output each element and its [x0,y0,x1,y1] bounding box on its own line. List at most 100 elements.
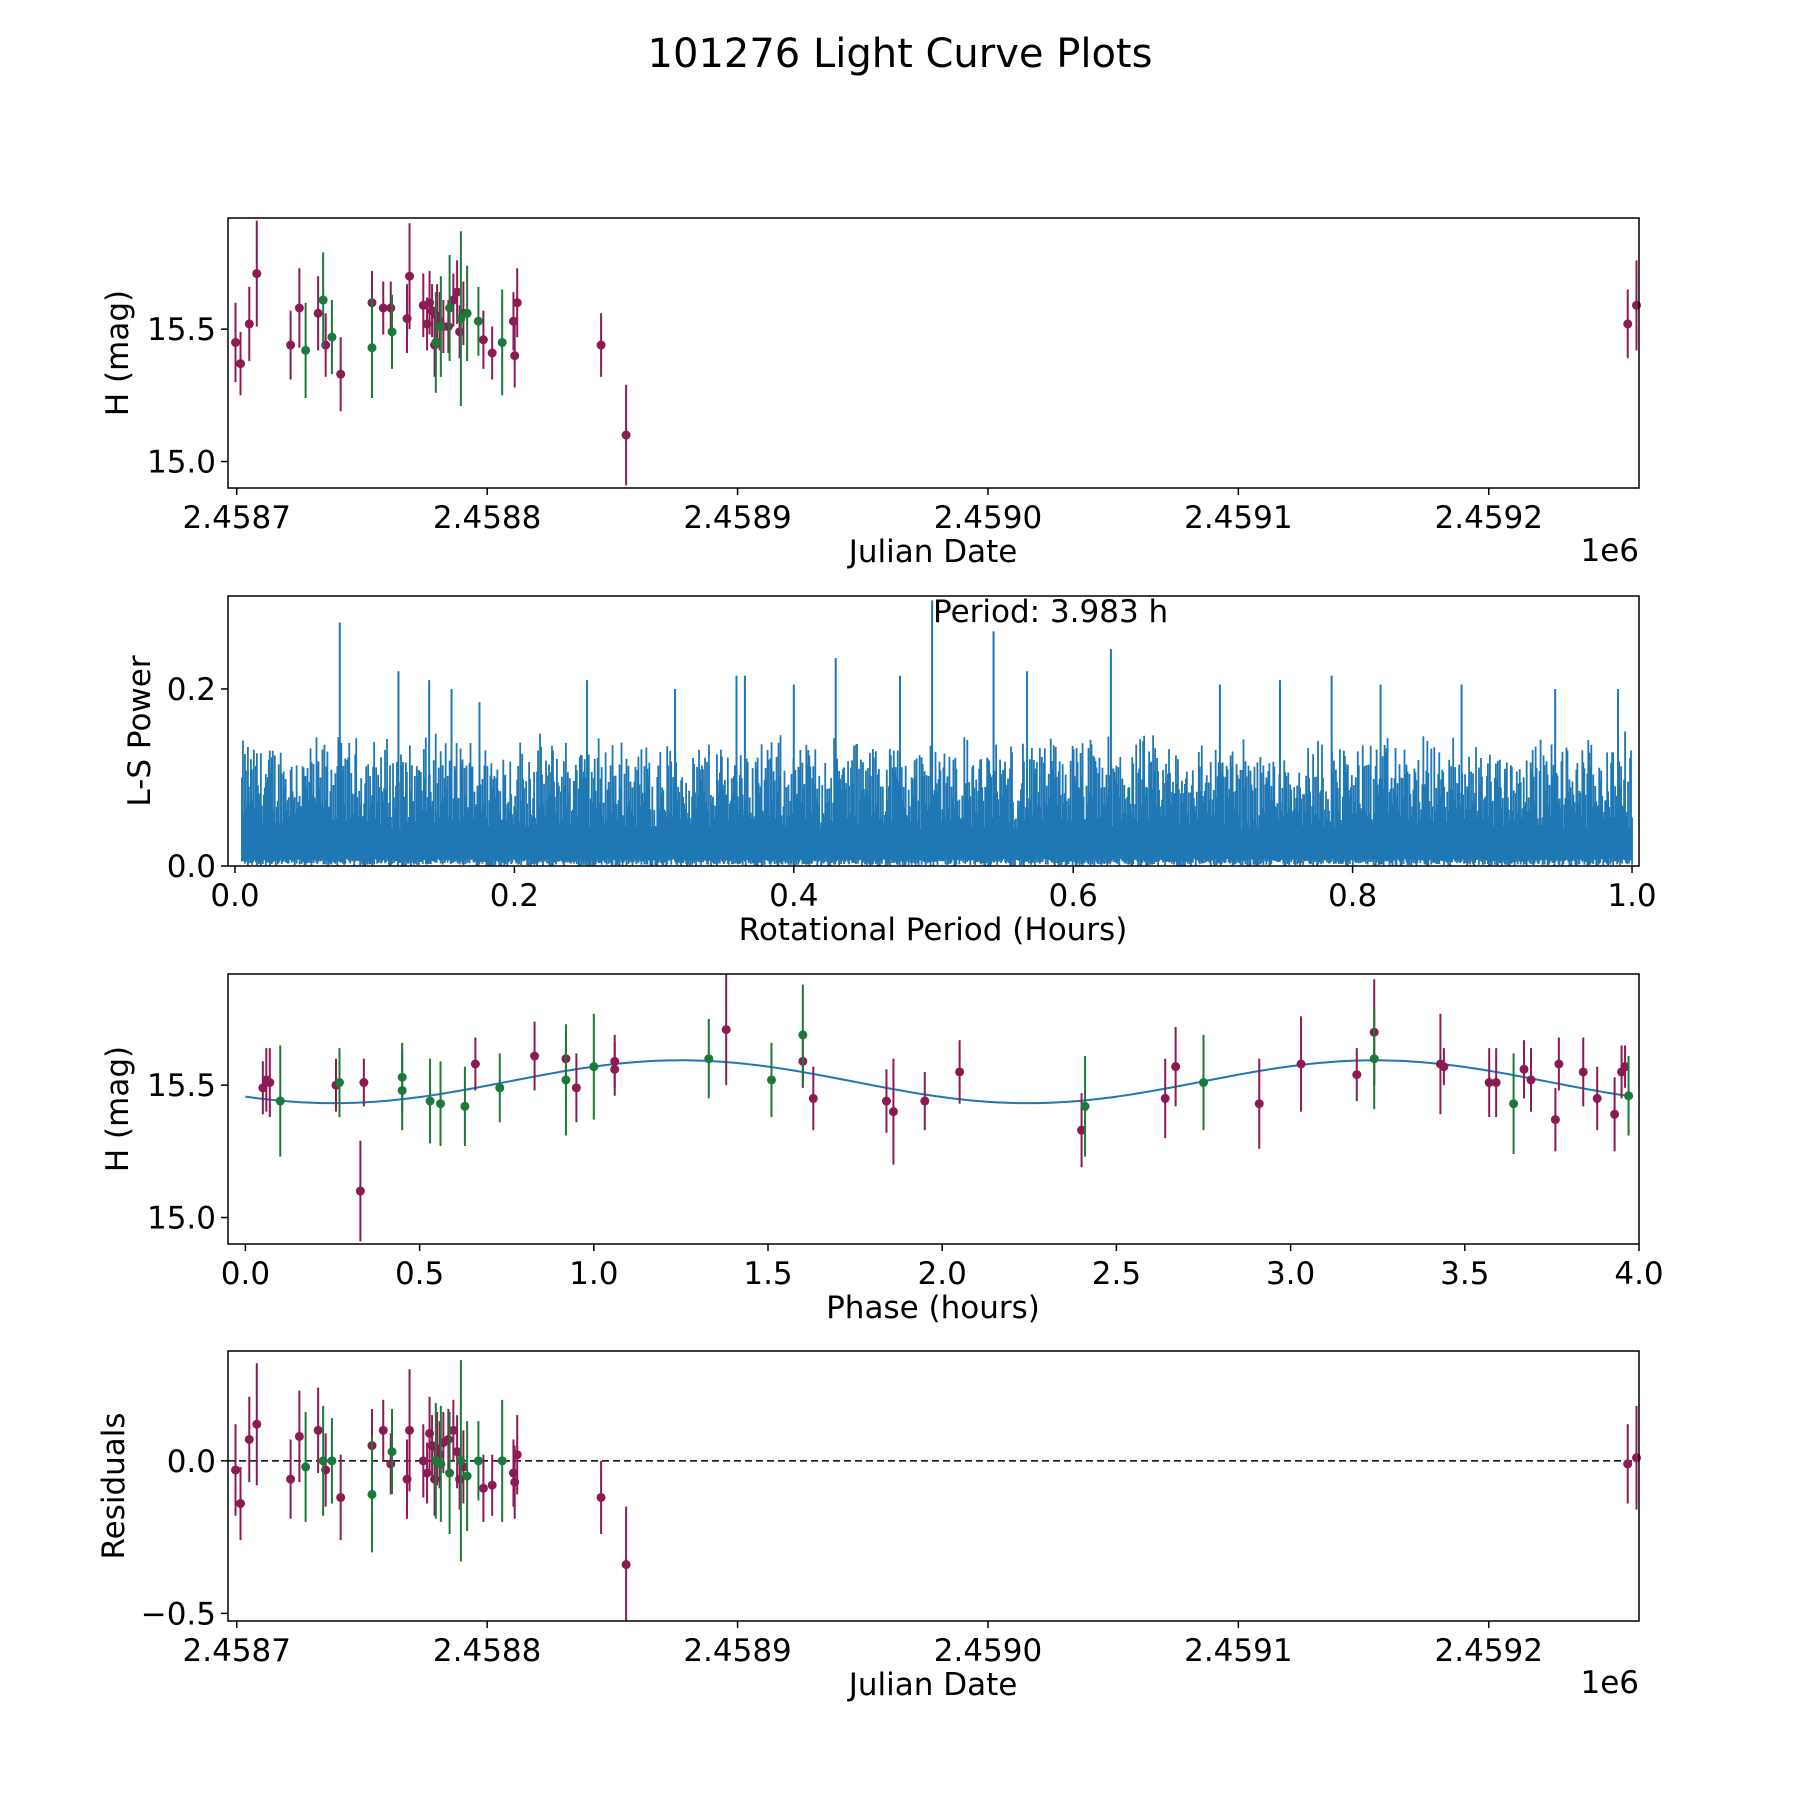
red-data-point [294,303,304,313]
red-data-point [1620,1062,1630,1072]
red-data-point [920,1096,930,1106]
red-data-point [418,1456,428,1466]
green-data-point [327,332,337,342]
light-curve-marks [231,220,1641,486]
green-data-point [334,1078,344,1088]
x-tick-label: 3.5 [1440,1256,1489,1292]
red-data-point [512,298,522,308]
periodogram-ylabel: L-S Power [122,655,158,806]
periodogram-ticks: 0.0 0.2 0.4 0.6 0.8 1.0 0.0 0.2 [167,672,1657,914]
red-data-point [470,1059,480,1069]
green-data-point [367,343,377,353]
green-data-point [436,1099,446,1109]
red-data-point [487,348,497,358]
red-data-point [596,340,606,350]
green-data-point [456,314,466,324]
residuals-ticks: 2.4587 2.4588 2.4589 2.4590 2.4591 2.4592 −0.5… [141,1444,1543,1669]
period-annotation: Period: 3.983 h [933,594,1168,630]
green-data-point [462,308,472,318]
red-data-point [1484,1078,1494,1088]
red-data-point [244,319,254,329]
red-data-point [1526,1075,1536,1085]
green-data-point [445,303,455,313]
green-data-point [1199,1078,1209,1088]
red-data-point [405,271,415,281]
x-tick-label: 1.0 [569,1256,618,1292]
red-data-point [265,1078,275,1088]
red-data-point [621,1560,631,1570]
red-data-point [1623,1459,1633,1469]
red-data-point [231,1465,241,1475]
x-tick-label: 2.4588 [433,1633,541,1669]
x-tick-label: 0.0 [221,1256,270,1292]
red-data-point [1077,1125,1087,1135]
residuals-ylabel: Residuals [96,1412,132,1559]
green-data-point [301,1462,311,1472]
light-curve-ylabel: H (mag) [100,290,136,416]
green-data-point [367,1489,377,1499]
red-data-point [955,1067,965,1077]
red-data-point [359,1078,369,1088]
red-data-point [236,1499,246,1509]
periodogram-panel: 0.0 0.2 0.4 0.6 0.8 1.0 0.0 0.2 Period: 3.983 h… [122,594,1657,948]
x-tick-label: 0.2 [490,878,539,914]
phase-fold-ylabel: H (mag) [100,1046,136,1172]
x-tick-label: 2.4587 [183,1633,291,1669]
red-data-point [1171,1062,1181,1072]
red-data-point [336,369,346,379]
red-data-point [286,1474,296,1484]
x-tick-label: 0.5 [395,1256,444,1292]
green-data-point [561,1075,571,1085]
red-data-point [231,337,241,347]
x-tick-label: 0.6 [1049,878,1098,914]
red-data-point [448,1425,458,1435]
x-tick-label: 0.8 [1328,878,1377,914]
green-data-point [497,337,507,347]
periodogram-frame [227,595,1640,867]
y-tick-label: 0.0 [167,849,216,885]
phase-fold-ticks: 0.0 0.5 1.0 1.5 2.0 2.5 3.0 3.5 4.0 15.0 15.5 [147,1068,1664,1292]
phase-fold-panel: 0.0 0.5 1.0 1.5 2.0 2.5 3.0 3.5 4.0 15.0 15.5 Phas… [100,973,1664,1326]
y-tick-label: −0.5 [141,1596,216,1632]
residuals-panel: 2.4587 2.4588 2.4589 2.4590 2.4591 2.4592 −0.5… [96,1350,1641,1703]
red-data-point [313,308,323,318]
green-data-point [473,1456,483,1466]
green-data-point [462,1471,472,1481]
residuals-offset: 1e6 [1580,1665,1639,1701]
green-data-point [387,327,397,337]
red-data-point [721,1025,731,1035]
red-data-point [443,1434,453,1444]
green-data-point [589,1062,599,1072]
red-data-point [478,335,488,345]
red-data-point [1296,1059,1306,1069]
x-tick-label: 2.4591 [1184,1633,1292,1669]
red-data-point [1352,1070,1362,1080]
y-tick-label: 0.2 [167,672,216,708]
periodogram-marks [241,600,1633,866]
y-tick-label: 15.5 [147,1068,216,1104]
y-tick-label: 15.0 [147,445,216,481]
green-data-point [460,1101,470,1111]
green-data-point [1369,1054,1379,1064]
red-data-point [1554,1059,1564,1069]
red-data-point [478,1483,488,1493]
green-data-point [473,316,483,326]
x-tick-label: 3.0 [1266,1256,1315,1292]
red-data-point [355,1186,365,1196]
red-data-point [236,359,246,369]
green-data-point [318,1456,328,1466]
red-data-point [1491,1078,1501,1088]
red-data-point [808,1093,818,1103]
green-data-point [704,1054,714,1064]
phase-fold-frame [227,973,1640,1245]
red-data-point [1592,1093,1602,1103]
red-data-point [252,1419,262,1429]
green-data-point [327,1456,337,1466]
light-curve-ticks: 2.4587 2.4588 2.4589 2.4590 2.4591 2.4592 15.0… [147,312,1543,536]
x-tick-label: 4.0 [1614,1256,1663,1292]
red-data-point [571,1083,581,1093]
red-data-point [596,1492,606,1502]
light-curve-xlabel: Julian Date [847,534,1018,570]
green-data-point [497,1456,507,1466]
x-tick-label: 2.4592 [1435,1633,1543,1669]
